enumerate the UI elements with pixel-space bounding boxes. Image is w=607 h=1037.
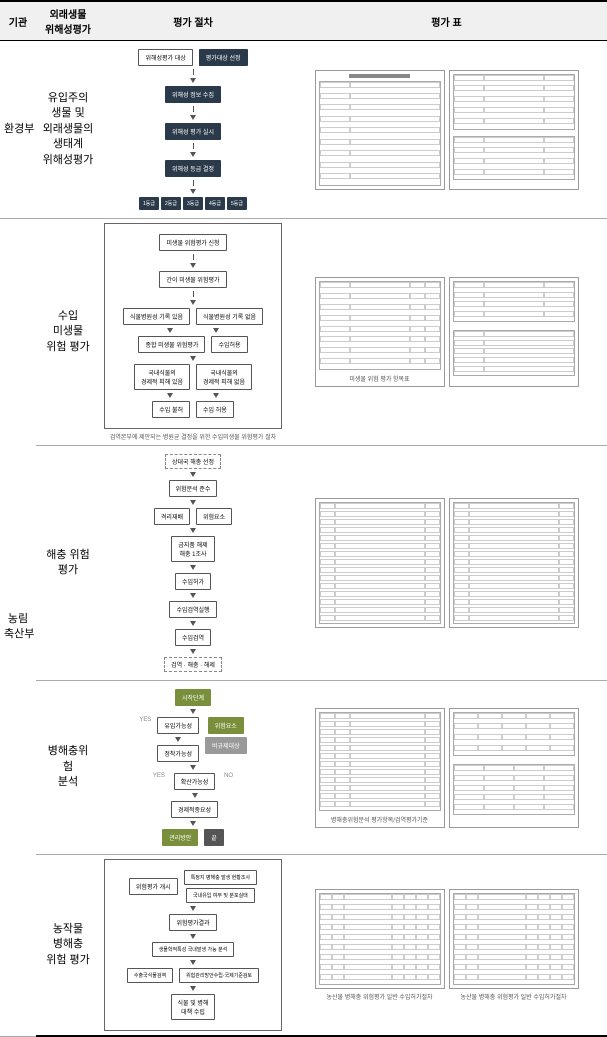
- green-flow-diagram: 시작단계 YES 유입가능성 정착가능성 위험요소 비규제대상: [104, 685, 282, 850]
- form-sheet: [449, 70, 579, 190]
- crop-flow-diagram: 위험평가 개시 특정지 병해충 발생 현황조사 국내유입 여부 및 분포실태 위…: [111, 866, 275, 1024]
- header-eval: 외래생물 위해성평가: [36, 1, 100, 41]
- eval-cell-1: 수입 미생물 위험 평가: [36, 219, 100, 446]
- eval-cell-3: 병해충위 험 분석: [36, 681, 100, 855]
- eval-cell-4: 농작물 병해충 위험 평가: [36, 855, 100, 1037]
- table-cell-0: [286, 41, 607, 219]
- proc-cell-3: 시작단계 YES 유입가능성 정착가능성 위험요소 비규제대상: [100, 681, 286, 855]
- org-cell-agri: 농림 축산부: [0, 219, 36, 1037]
- form-sheet: 병해충위험분석 평가항목/검역평가기준: [315, 708, 445, 828]
- form-sheet: [449, 708, 579, 828]
- eval-cell-2: 해충 위험 평가: [36, 446, 100, 681]
- form-sheet: [449, 277, 579, 387]
- form-sheet: [449, 498, 579, 628]
- form-sheet: 미생물 위험 평가 항목표: [315, 277, 445, 387]
- evaluation-table: 기관 외래생물 위해성평가 평가 절차 평가 표 환경부 유입주의 생물 및 외…: [0, 0, 607, 1037]
- form-sheet: [315, 70, 445, 190]
- form-sheet: [449, 889, 579, 989]
- dark-flow-diagram: 위해성평가 대상 평가대상 선정 위해성 정보 수집 위해성 평가 실시 위해성…: [104, 45, 282, 214]
- org-cell-env: 환경부: [0, 41, 36, 219]
- table-cell-4: 농산물 병해충 위험평가 일반 수입허가절차: [286, 855, 607, 1037]
- header-org: 기관: [0, 1, 36, 41]
- header-proc: 평가 절차: [100, 1, 286, 41]
- proc-cell-1: 미생물 위험평가 신청 간이 미생물 위험평가 식물병원성 기록 있음 식물병원…: [100, 219, 286, 446]
- proc-cell-2: 상대국 해충 선정 위험분석 준수 격리재배 위험요소 금지품 해제 해충 1조…: [100, 446, 286, 681]
- pest-flow-diagram: 상대국 해충 선정 위험분석 준수 격리재배 위험요소 금지품 해제 해충 1조…: [104, 450, 282, 676]
- table-cell-3: 병해충위험분석 평가항목/검역평가기준: [286, 681, 607, 855]
- table-cell-1: 미생물 위험 평가 항목표: [286, 219, 607, 446]
- proc-cell-0: 위해성평가 대상 평가대상 선정 위해성 정보 수집 위해성 평가 실시 위해성…: [100, 41, 286, 219]
- proc-cell-4: 위험평가 개시 특정지 병해충 발생 현황조사 국내유입 여부 및 분포실태 위…: [100, 855, 286, 1037]
- form-sheet: [315, 498, 445, 628]
- table-cell-2: [286, 446, 607, 681]
- boxed-flow-diagram: 미생물 위험평가 신청 간이 미생물 위험평가 식물병원성 기록 있음 식물병원…: [111, 230, 275, 422]
- eval-cell-0: 유입주의 생물 및 외래생물의 생태계 위해성평가: [36, 41, 100, 219]
- header-table: 평가 표: [286, 1, 607, 41]
- form-sheet: [315, 889, 445, 989]
